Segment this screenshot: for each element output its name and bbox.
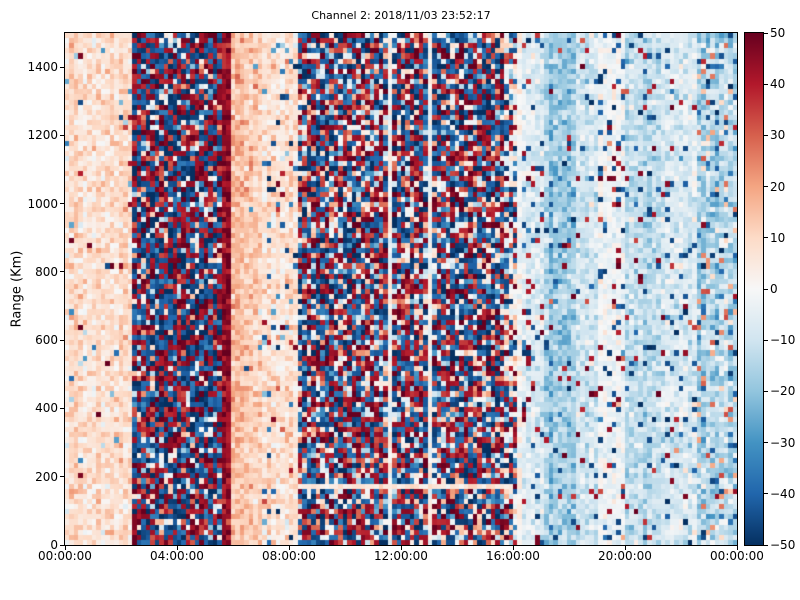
- x-tick-mark: [624, 546, 626, 550]
- colorbar-tick-label: −30: [770, 435, 796, 450]
- colorbar-tick-label: 40: [770, 77, 786, 92]
- y-tick-mark: [60, 134, 64, 136]
- x-tick-label: 12:00:00: [374, 549, 428, 563]
- colorbar-tick-mark: [764, 237, 768, 239]
- colorbar-tick-label: −50: [770, 538, 796, 552]
- colorbar-tick-mark: [764, 390, 768, 392]
- chart-title: Channel 2: 2018/11/03 23:52:17: [311, 9, 491, 22]
- colorbar-tick-mark: [764, 339, 768, 341]
- x-tick-mark: [400, 546, 402, 550]
- y-tick-label: 200: [35, 469, 58, 484]
- x-tick-mark: [64, 546, 66, 550]
- y-tick-mark: [60, 66, 64, 68]
- y-tick-mark: [60, 407, 64, 409]
- colorbar-tick-mark: [764, 493, 768, 495]
- x-tick-label: 16:00:00: [486, 549, 540, 563]
- x-tick-mark: [288, 546, 290, 550]
- x-tick-label: 00:00:00: [710, 549, 764, 563]
- x-tick-label: 08:00:00: [262, 549, 316, 563]
- colorbar-tick-label: 20: [770, 179, 786, 194]
- y-tick-mark: [60, 544, 64, 546]
- x-tick-label: 04:00:00: [150, 549, 204, 563]
- x-tick-label: 00:00:00: [38, 549, 92, 563]
- colorbar-tick-mark: [764, 32, 768, 34]
- y-axis-label: Range (Km): [9, 250, 25, 328]
- y-tick-label: 1200: [27, 128, 58, 143]
- colorbar-tick-mark: [764, 83, 768, 85]
- colorbar-tick-label: 10: [770, 230, 786, 245]
- colorbar-tick-label: −40: [770, 486, 796, 501]
- y-tick-mark: [60, 203, 64, 205]
- colorbar-tick-label: 30: [770, 128, 786, 143]
- y-tick-label: 1400: [27, 60, 58, 75]
- colorbar: [744, 32, 764, 546]
- x-tick-mark: [176, 546, 178, 550]
- colorbar-tick-mark: [764, 544, 768, 546]
- y-tick-label: 0: [50, 538, 58, 552]
- colorbar-tick-label: 50: [770, 26, 786, 40]
- y-tick-label: 400: [35, 401, 58, 416]
- colorbar-tick-mark: [764, 134, 768, 136]
- colorbar-tick-label: −10: [770, 333, 796, 348]
- colorbar-tick-mark: [764, 442, 768, 444]
- heatmap-plot-area: [64, 32, 738, 546]
- y-tick-mark: [60, 476, 64, 478]
- y-tick-label: 600: [35, 333, 58, 348]
- y-tick-mark: [60, 271, 64, 273]
- colorbar-tick-mark: [764, 186, 768, 188]
- x-tick-label: 20:00:00: [598, 549, 652, 563]
- x-tick-mark: [512, 546, 514, 550]
- heatmap-canvas: [65, 33, 737, 545]
- y-tick-label: 1000: [27, 196, 58, 211]
- x-tick-mark: [736, 546, 738, 550]
- y-tick-mark: [60, 339, 64, 341]
- colorbar-tick-label: 0: [770, 282, 778, 296]
- colorbar-tick-mark: [764, 288, 768, 290]
- y-tick-label: 800: [35, 264, 58, 279]
- colorbar-tick-label: −20: [770, 384, 796, 399]
